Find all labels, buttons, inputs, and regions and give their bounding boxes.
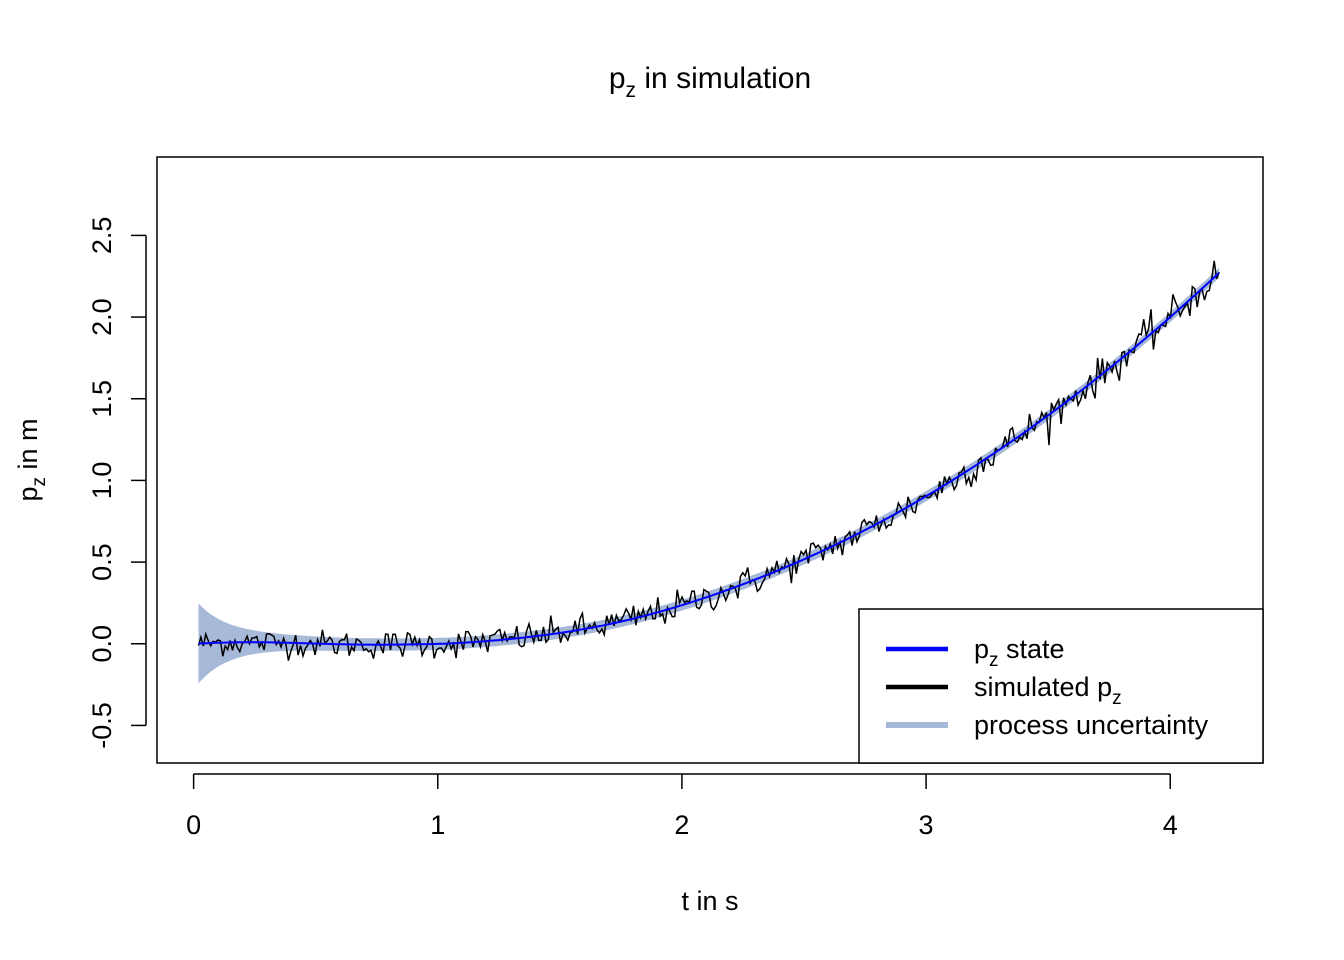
x-tick-label: 1 xyxy=(430,810,445,840)
y-axis-label: pz in m xyxy=(13,418,50,501)
state-line-layer xyxy=(198,272,1220,646)
y-tick-label: 0.5 xyxy=(87,543,117,581)
x-tick-label: 4 xyxy=(1163,810,1178,840)
legend-label-uncertainty: process uncertainty xyxy=(974,710,1209,740)
x-tick-label: 2 xyxy=(674,810,689,840)
x-tick-label: 3 xyxy=(919,810,934,840)
y-tick-label: 1.0 xyxy=(87,462,117,500)
uncertainty-band xyxy=(198,267,1220,684)
simulated-line xyxy=(197,260,1220,661)
ylabel-sub: z xyxy=(29,477,50,487)
y-tick-label: 0.0 xyxy=(87,625,117,663)
legend-label-simulated: simulated pz xyxy=(974,672,1122,709)
chart-title: pz in simulation xyxy=(609,62,811,102)
ylabel-main: p xyxy=(13,486,43,501)
title-main: p xyxy=(609,62,626,95)
state-line xyxy=(198,272,1220,646)
plot-frame xyxy=(156,156,1264,764)
legend: pz state simulated pz process uncertaint… xyxy=(858,608,1264,764)
x-tick-label: 0 xyxy=(186,810,201,840)
y-tick-label: 2.0 xyxy=(87,298,117,336)
y-axis: -0.5 0.0 0.5 1.0 1.5 2.0 2.5 xyxy=(87,217,147,749)
y-tick-label: 1.5 xyxy=(87,380,117,418)
y-tick-label: 2.5 xyxy=(87,217,117,255)
simulated-line-layer xyxy=(197,260,1220,661)
y-tick-label: -0.5 xyxy=(87,702,117,749)
ylabel-rest: in m xyxy=(13,418,43,477)
title-rest: in simulation xyxy=(636,62,811,95)
x-axis: 0 1 2 3 4 xyxy=(186,773,1178,840)
title-sub: z xyxy=(626,79,637,102)
x-axis-label: t in s xyxy=(681,886,738,916)
uncertainty-band-layer xyxy=(198,267,1220,684)
legend-label-state: pz state xyxy=(974,634,1065,671)
